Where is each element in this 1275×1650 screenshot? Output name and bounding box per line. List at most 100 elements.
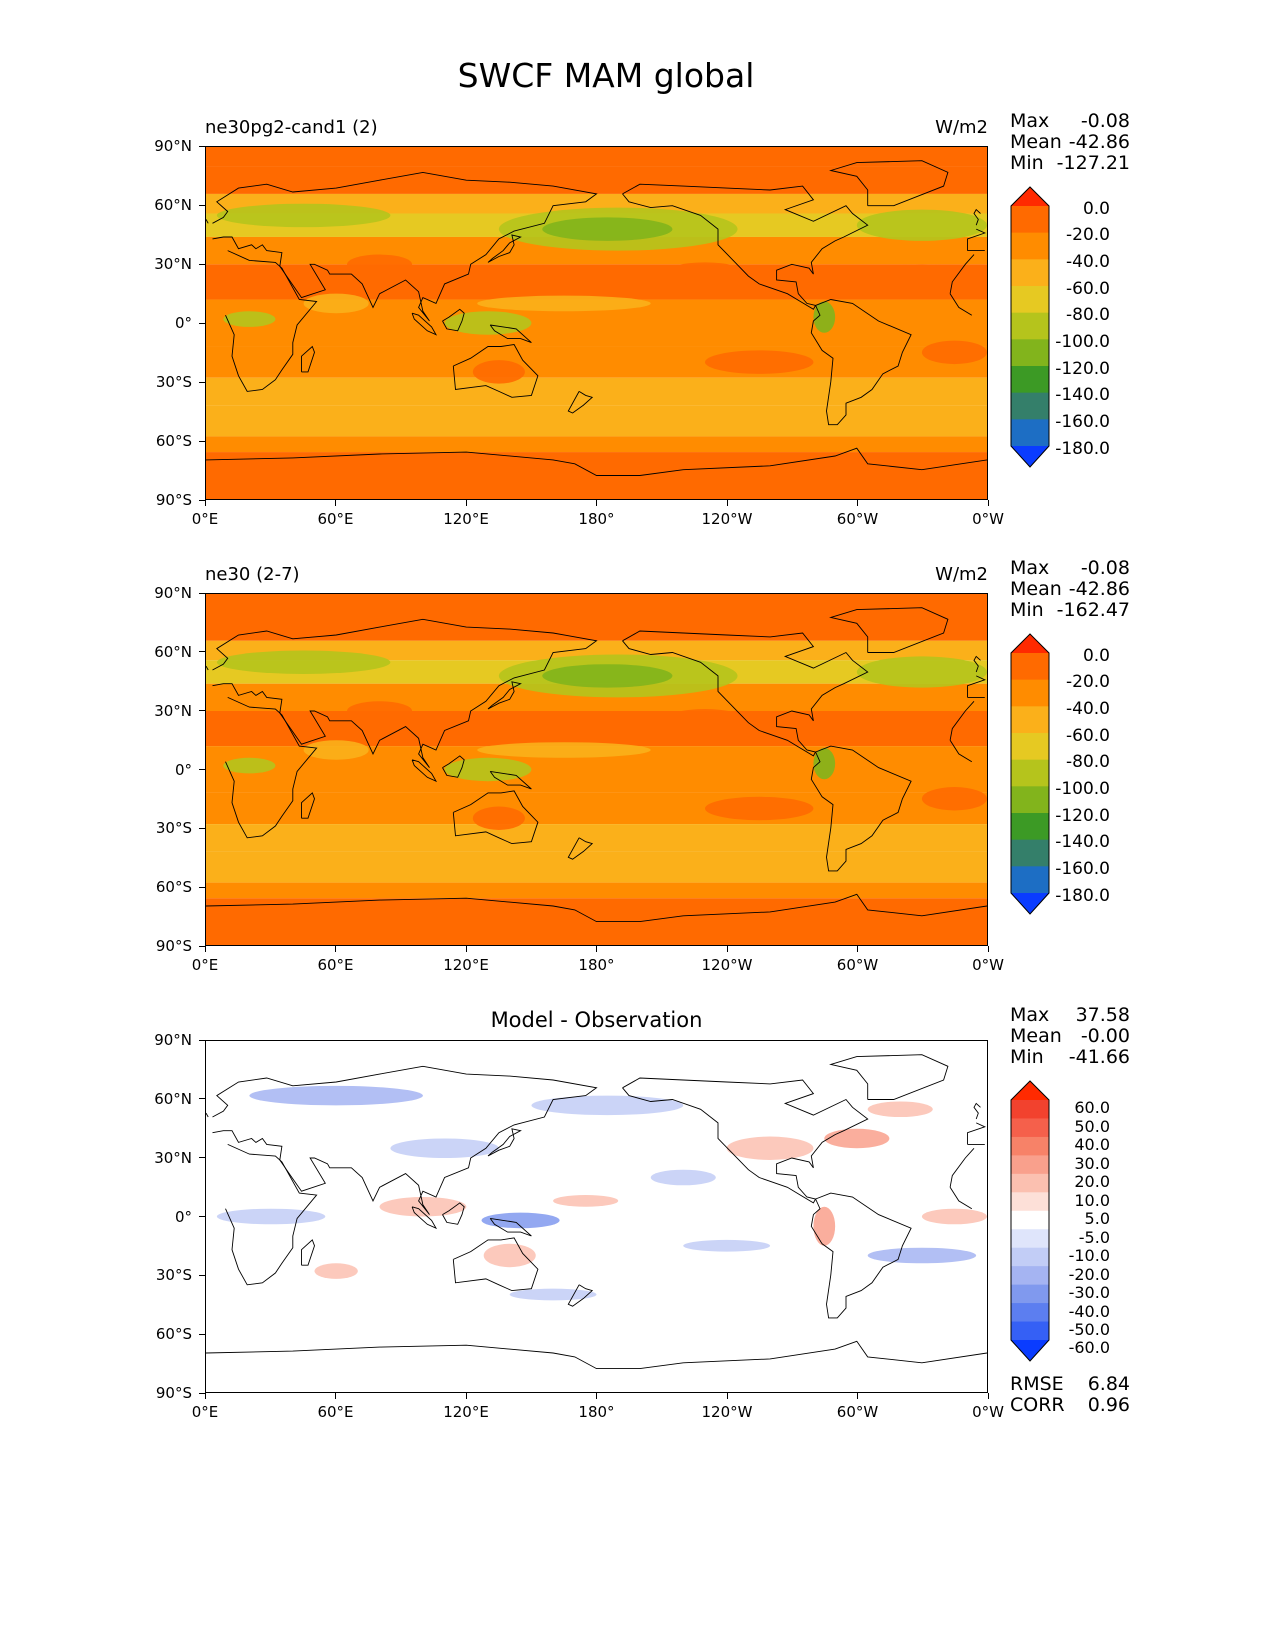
- panel-1-contour-10: [856, 264, 987, 296]
- panel-1-colorbar-label: -100.0: [1055, 332, 1110, 352]
- panel-3-stat-mean-label: Mean: [1010, 1025, 1062, 1047]
- coastline-uk: [206, 1112, 209, 1118]
- panel-2-contour-11: [661, 709, 749, 733]
- panel-3-colorbar-label: 40.0: [1074, 1135, 1110, 1155]
- panel-1-xtick-mark: [596, 500, 597, 506]
- panel-3-colorbar-label: 50.0: [1074, 1116, 1110, 1136]
- panel-1-stat-mean-value: -42.86: [1068, 131, 1130, 153]
- figure-title: SWCF MAM global: [457, 56, 755, 95]
- coastline-greenland: [829, 1054, 949, 1100]
- coastline-newzealand: [567, 391, 594, 414]
- coastline-africa: [949, 1187, 973, 1210]
- panel-3-anomaly-7: [726, 1136, 814, 1160]
- panel-1-colorbar-label: -120.0: [1055, 358, 1110, 379]
- panel-2-ytick-mark: [199, 945, 205, 947]
- coastline-uk: [206, 665, 209, 671]
- panel-2-xtick-label: 0°E: [191, 956, 219, 974]
- panel-2-colorbar-swatch: [1011, 733, 1049, 761]
- panel-3-ytick-mark: [199, 1392, 205, 1394]
- panel-3-anomaly-9: [867, 1101, 933, 1118]
- panel-2-band-7: [206, 792, 987, 825]
- panel-2-contour-7: [472, 806, 525, 830]
- panel-1-xtick-mark: [465, 500, 467, 506]
- panel-2-colorbar-swatch: [1011, 679, 1049, 707]
- panel-3-ytick-label: 90°N: [154, 1031, 192, 1049]
- panel-2-xtick-label: 180°: [578, 956, 615, 974]
- panel-1-colorbar-swatch: [1011, 206, 1049, 234]
- panel-2-colorbar-label: 0.0: [1082, 645, 1110, 666]
- panel-3-xtick-mark: [596, 1393, 597, 1399]
- coastline-uk: [973, 655, 981, 673]
- panel-2-colorbar-swatch: [1011, 706, 1049, 734]
- panel-1-contour-6: [223, 311, 276, 327]
- panel-3-center-title: Model - Observation: [490, 1008, 703, 1032]
- panel-1-colorbar-outline: [1010, 186, 1050, 468]
- panel-1-band-0: [206, 147, 987, 167]
- coastline-japan: [487, 681, 522, 710]
- coastline-newguinea: [489, 770, 532, 790]
- panel-2-stat-min-label: Min: [1010, 599, 1044, 621]
- coastline-eurasia: [967, 1122, 987, 1145]
- coastline-africa: [949, 254, 975, 294]
- coastline-africa: [949, 740, 973, 763]
- panel-1-stat-max-label: Max: [1010, 110, 1050, 132]
- panel-3-anomaly-8: [824, 1128, 890, 1149]
- panel-2-ytick-mark: [199, 886, 205, 888]
- panel-1-colorbar: [1010, 186, 1050, 468]
- panel-1-colorbar-label: -60.0: [1066, 278, 1110, 299]
- panel-1-contour-13: [477, 295, 651, 312]
- coastline-southamerica: [810, 745, 912, 872]
- panel-3-colorbar-swatch: [1011, 1100, 1049, 1119]
- panel-1-field-svg: [206, 147, 987, 499]
- panel-2-stat-min-value: -162.47: [1056, 599, 1130, 621]
- panel-3-colorbar-swatch: [1011, 1229, 1049, 1249]
- coastline-eurasia: [212, 1065, 598, 1215]
- panel-1-xtick-label: 120°E: [443, 510, 489, 528]
- panel-2-contour-3: [216, 650, 391, 674]
- panel-3-colorbar-label: -30.0: [1068, 1283, 1110, 1303]
- panel-1-ytick-mark: [199, 381, 205, 383]
- panel-3-ytick-mark: [199, 1274, 205, 1276]
- coastline-southamerica: [810, 299, 912, 426]
- panel-2-ytick-mark: [199, 651, 205, 653]
- panel-2-stat-max-value: -0.08: [1080, 557, 1130, 579]
- coastline-northamerica: [622, 1077, 869, 1204]
- panel-1-contour-1: [542, 217, 673, 241]
- panel-1-units: W/m2: [935, 117, 988, 138]
- panel-2-colorbar-cap-bottom: [1011, 893, 1049, 914]
- panel-3-colorbar-label: 30.0: [1074, 1153, 1110, 1173]
- panel-3-colorbar-swatch: [1011, 1136, 1049, 1156]
- panel-3-xtick-mark: [465, 1393, 467, 1399]
- coastline-eurasia: [967, 228, 987, 251]
- panel-2-ytick-label: 30°N: [154, 701, 192, 720]
- panel-3-colorbar-label: -5.0: [1078, 1227, 1110, 1247]
- panel-2-colorbar-label: -40.0: [1066, 699, 1110, 719]
- coastline-sumatra: [411, 312, 438, 336]
- panel-3-colorbar-label: 10.0: [1074, 1190, 1110, 1210]
- panel-3-xtick-label: 180°: [578, 1403, 615, 1421]
- panel-1-colorbar-label: -140.0: [1055, 385, 1110, 406]
- panel-3-corr-label: CORR: [1010, 1394, 1065, 1416]
- panel-3-ytick-label: 30°N: [154, 1148, 192, 1167]
- panel-3-colorbar: [1010, 1080, 1050, 1362]
- coastline-antarctica: [206, 1340, 987, 1370]
- panel-3-anomaly-14: [216, 1208, 326, 1225]
- panel-3-anomaly-0: [249, 1085, 423, 1106]
- panel-3-anomaly-15: [314, 1263, 358, 1279]
- panel-2-map: [205, 593, 988, 946]
- panel-1-ytick-label: 90°N: [154, 137, 192, 155]
- panel-3-colorbar-outline: [1010, 1080, 1050, 1362]
- panel-1-ytick-label: 30°N: [154, 255, 192, 273]
- coastline-greenland: [829, 160, 949, 207]
- panel-2-xtick-label: 60°W: [836, 956, 879, 974]
- panel-1-colorbar-swatch: [1011, 232, 1049, 260]
- panel-1-contour-5: [813, 301, 836, 333]
- panel-3-stat-max-value: 37.58: [1075, 1004, 1130, 1026]
- panel-1-band-9: [206, 405, 987, 437]
- panel-3-anomaly-6: [553, 1195, 619, 1207]
- panel-2-contour-10: [856, 711, 987, 743]
- panel-2-xtick-label: 0°W: [972, 956, 1004, 974]
- panel-2-band-5: [206, 711, 987, 747]
- panel-3-anomaly-2: [390, 1138, 499, 1158]
- panel-3-anomaly-17: [509, 1288, 597, 1301]
